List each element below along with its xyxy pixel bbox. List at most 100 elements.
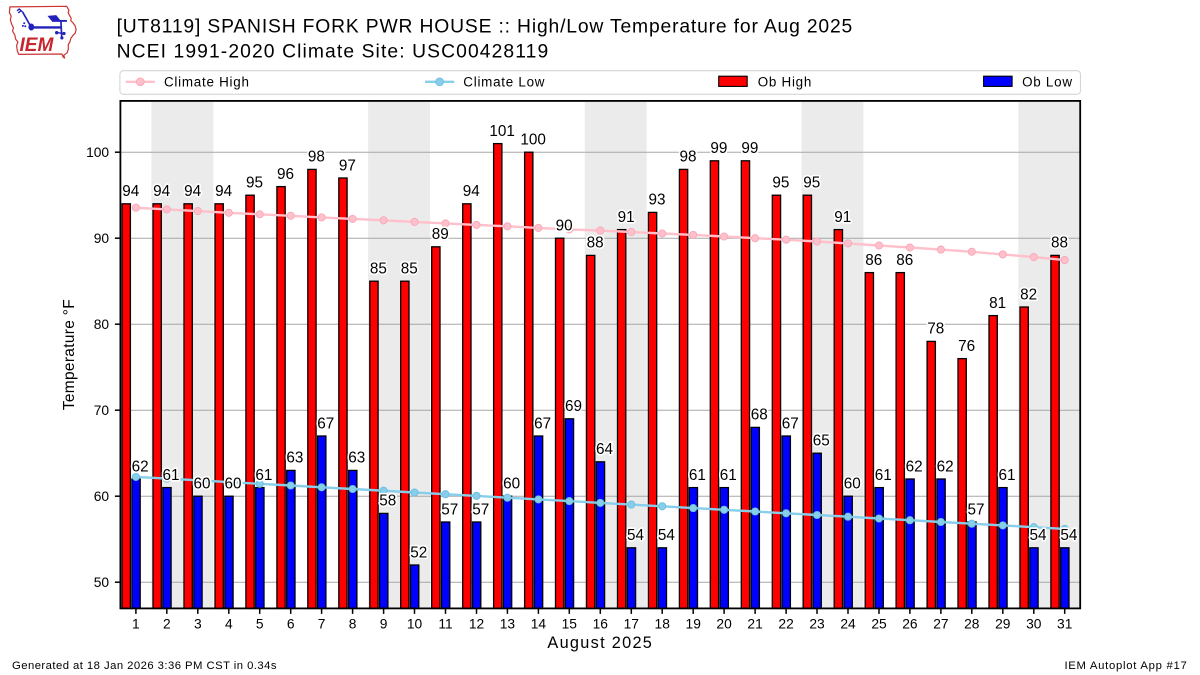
svg-text:99: 99: [741, 140, 758, 157]
svg-text:62: 62: [132, 458, 149, 475]
svg-text:August 2025: August 2025: [547, 634, 653, 652]
svg-text:63: 63: [286, 450, 303, 467]
svg-text:Generated at 18 Jan 2026 3:36: Generated at 18 Jan 2026 3:36 PM CST in …: [12, 660, 277, 672]
svg-text:57: 57: [441, 501, 458, 518]
svg-text:NCEI 1991-2020 Climate Site: U: NCEI 1991-2020 Climate Site: USC00428119: [117, 42, 550, 63]
svg-text:11: 11: [438, 616, 452, 631]
svg-text:61: 61: [689, 467, 706, 484]
svg-text:2: 2: [163, 616, 171, 631]
svg-text:15: 15: [562, 616, 578, 631]
svg-text:85: 85: [401, 261, 418, 278]
svg-text:61: 61: [162, 467, 179, 484]
svg-text:54: 54: [627, 527, 645, 544]
svg-text:65: 65: [813, 433, 830, 450]
svg-text:94: 94: [215, 183, 233, 200]
svg-text:21: 21: [747, 616, 762, 631]
svg-text:90: 90: [556, 218, 573, 235]
svg-text:89: 89: [432, 226, 449, 243]
svg-text:95: 95: [803, 175, 820, 192]
svg-text:67: 67: [317, 415, 334, 432]
svg-text:62: 62: [906, 458, 923, 475]
svg-text:69: 69: [565, 398, 582, 415]
svg-text:61: 61: [875, 467, 892, 484]
svg-text:3: 3: [194, 616, 202, 631]
svg-text:8: 8: [349, 616, 357, 631]
svg-text:100: 100: [520, 132, 546, 149]
svg-text:82: 82: [1020, 286, 1037, 303]
svg-text:60: 60: [844, 476, 861, 493]
svg-text:99: 99: [710, 140, 727, 157]
svg-text:57: 57: [967, 501, 984, 518]
svg-text:Ob Low: Ob Low: [1022, 74, 1073, 89]
svg-text:64: 64: [596, 441, 614, 458]
svg-text:76: 76: [958, 338, 975, 355]
svg-text:100: 100: [86, 145, 109, 160]
svg-text:54: 54: [1060, 527, 1078, 544]
svg-text:61: 61: [720, 467, 737, 484]
svg-text:68: 68: [751, 407, 768, 424]
svg-text:78: 78: [927, 321, 944, 338]
svg-text:57: 57: [472, 501, 489, 518]
svg-text:67: 67: [782, 415, 799, 432]
svg-text:IEM Autoplot App #17: IEM Autoplot App #17: [1064, 660, 1187, 672]
svg-text:28: 28: [964, 616, 980, 631]
svg-text:17: 17: [624, 616, 639, 631]
svg-text:IEM: IEM: [20, 35, 55, 56]
svg-text:91: 91: [618, 209, 635, 226]
svg-text:16: 16: [593, 616, 609, 631]
svg-text:60: 60: [224, 476, 241, 493]
svg-text:97: 97: [339, 157, 356, 174]
svg-text:96: 96: [277, 166, 294, 183]
svg-text:Climate Low: Climate Low: [463, 74, 545, 89]
svg-text:18: 18: [655, 616, 671, 631]
svg-text:9: 9: [380, 616, 388, 631]
svg-text:24: 24: [840, 616, 856, 631]
svg-text:12: 12: [469, 616, 484, 631]
svg-text:1: 1: [132, 616, 140, 631]
svg-text:95: 95: [772, 175, 789, 192]
svg-text:90: 90: [94, 231, 110, 246]
svg-text:54: 54: [658, 527, 676, 544]
svg-text:58: 58: [379, 493, 396, 510]
svg-text:4: 4: [225, 616, 233, 631]
svg-text:10: 10: [407, 616, 423, 631]
svg-text:95: 95: [246, 175, 263, 192]
svg-text:98: 98: [679, 149, 696, 166]
svg-text:98: 98: [308, 149, 325, 166]
svg-text:Climate High: Climate High: [164, 74, 250, 89]
svg-text:13: 13: [500, 616, 516, 631]
svg-text:19: 19: [686, 616, 702, 631]
svg-text:61: 61: [998, 467, 1015, 484]
svg-text:91: 91: [834, 209, 851, 226]
svg-text:20: 20: [716, 616, 732, 631]
svg-text:30: 30: [1026, 616, 1042, 631]
svg-text:22: 22: [778, 616, 793, 631]
svg-text:85: 85: [370, 261, 387, 278]
svg-text:88: 88: [587, 235, 604, 252]
svg-text:26: 26: [902, 616, 918, 631]
svg-text:29: 29: [995, 616, 1011, 631]
svg-text:50: 50: [94, 575, 110, 590]
svg-text:14: 14: [531, 616, 547, 631]
svg-text:31: 31: [1057, 616, 1072, 631]
svg-text:81: 81: [989, 295, 1006, 312]
svg-text:88: 88: [1051, 235, 1068, 252]
svg-text:27: 27: [933, 616, 948, 631]
svg-text:94: 94: [463, 183, 481, 200]
svg-text:60: 60: [503, 476, 520, 493]
svg-text:101: 101: [489, 123, 515, 140]
svg-text:61: 61: [255, 467, 272, 484]
svg-text:70: 70: [94, 403, 110, 418]
svg-text:93: 93: [648, 192, 665, 209]
svg-text:63: 63: [348, 450, 365, 467]
svg-text:94: 94: [122, 183, 140, 200]
svg-text:86: 86: [896, 252, 913, 269]
svg-text:Temperature °F: Temperature °F: [61, 299, 78, 410]
svg-text:94: 94: [153, 183, 171, 200]
svg-text:25: 25: [871, 616, 887, 631]
svg-text:60: 60: [94, 489, 110, 504]
svg-text:6: 6: [287, 616, 295, 631]
svg-text:94: 94: [184, 183, 202, 200]
svg-text:7: 7: [318, 616, 326, 631]
svg-text:52: 52: [410, 544, 427, 561]
